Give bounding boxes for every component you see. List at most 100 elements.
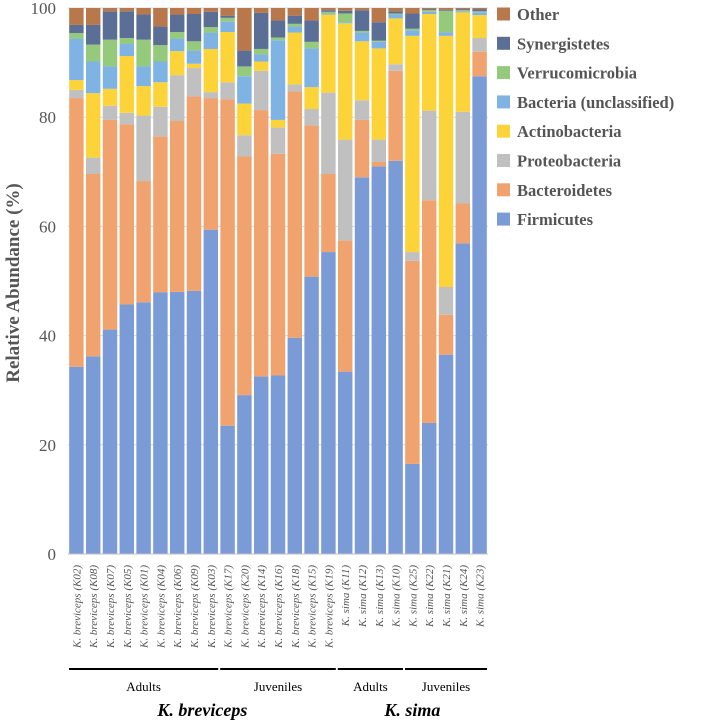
x-tick-label: K. sima (K21) — [441, 565, 453, 628]
bar-segment-bacteroidetes — [119, 124, 135, 305]
bar-segment-bacteroidetes — [405, 260, 420, 464]
x-tick-label: K. breviceps (K20) — [239, 565, 251, 649]
legend-swatch — [497, 66, 510, 80]
bar-segment-other — [455, 8, 471, 10]
bar-segment-proteobacteria — [405, 252, 420, 261]
legend-label: Bacteria (unclassified) — [517, 93, 674, 112]
bar-segment-firmicutes — [153, 292, 168, 554]
bar-segment-proteobacteria — [321, 92, 336, 174]
bar-segment-bacteria-unclassified — [136, 66, 151, 87]
bar-segment-synergistetes — [169, 14, 185, 33]
legend-swatch — [497, 36, 510, 50]
bar-segment-actinobacteria — [69, 80, 84, 90]
y-tick-label: 60 — [39, 217, 56, 236]
bar-segment-proteobacteria — [169, 75, 185, 122]
x-tick-label: K. sima (K25) — [407, 565, 419, 628]
bar-segment-bacteria-unclassified — [371, 41, 387, 49]
x-tick-label: K. breviceps (K06) — [172, 565, 184, 649]
bar-segment-other — [405, 8, 420, 14]
bar-segment-bacteroidetes — [136, 181, 151, 303]
bar-segment-bacteroidetes — [371, 161, 387, 167]
bar-segment-verrucomicrobia — [69, 33, 84, 39]
bar-segment-bacteria-unclassified — [304, 48, 319, 88]
bar-segment-synergistetes — [287, 15, 303, 24]
bar-segment-actinobacteria — [102, 88, 118, 106]
bar-segment-synergistetes — [220, 15, 235, 18]
bar-segment-actinobacteria — [85, 93, 101, 158]
bar-segment-proteobacteria — [220, 82, 235, 100]
bar-segment-bacteria-unclassified — [455, 11, 471, 13]
bar-segment-synergistetes — [472, 9, 487, 12]
bar-segment-synergistetes — [438, 9, 454, 11]
bar-segment-other — [136, 8, 151, 15]
bar-segment-other — [438, 8, 454, 10]
bar-segment-proteobacteria — [455, 111, 471, 204]
bar-segment-firmicutes — [455, 243, 471, 555]
bar-segment-bacteria-unclassified — [102, 66, 118, 89]
bar-segment-synergistetes — [304, 20, 319, 42]
bar-segment-actinobacteria — [304, 87, 319, 110]
bar-segment-firmicutes — [237, 395, 252, 554]
bar-segment-actinobacteria — [136, 86, 151, 116]
bar-segment-actinobacteria — [371, 48, 387, 140]
bar-segment-verrucomicrobia — [253, 48, 269, 55]
bar-segment-verrucomicrobia — [455, 10, 471, 12]
bar-segment-synergistetes — [69, 24, 84, 34]
legend-label: Synergistetes — [517, 34, 610, 53]
bar-segment-proteobacteria — [270, 127, 286, 154]
bar-segment-firmicutes — [169, 291, 185, 554]
bar-segment-firmicutes — [337, 371, 353, 554]
x-tick-labels: K. breviceps (K02) K. breviceps (K08) K. b… — [71, 565, 486, 649]
bar-segment-proteobacteria — [388, 64, 403, 71]
bar-segment-synergistetes — [102, 11, 118, 40]
bars — [69, 8, 487, 555]
legend-label: Bacteroidetes — [517, 181, 613, 200]
bar-segment-bacteroidetes — [287, 91, 303, 338]
x-tick-label: K. breviceps (K19) — [323, 565, 335, 649]
bar-segment-synergistetes — [186, 14, 202, 42]
bar-segment-bacteroidetes — [455, 203, 471, 244]
bar-segment-verrucomicrobia — [304, 41, 319, 49]
species-label: K. breviceps — [156, 700, 247, 720]
bar-segment-bacteroidetes — [270, 153, 286, 376]
bar-segment-bacteria-unclassified — [270, 40, 286, 120]
species-label: K. sima — [383, 700, 440, 720]
bar-segment-actinobacteria — [455, 12, 471, 112]
bar-segment-bacteria-unclassified — [119, 44, 135, 57]
bar-segment-firmicutes — [421, 422, 437, 554]
legend-label: Verrucomicrobia — [517, 64, 637, 83]
bar-segment-verrucomicrobia — [220, 17, 235, 22]
bar-segment-synergistetes — [136, 14, 151, 40]
bar-segment-bacteria-unclassified — [472, 12, 487, 16]
bar-segment-proteobacteria — [354, 100, 370, 120]
bar-segment-synergistetes — [270, 20, 286, 38]
bar-segment-actinobacteria — [421, 14, 437, 111]
legend-swatch — [497, 7, 510, 21]
x-tick-label: K. breviceps (K09) — [189, 565, 201, 649]
legend-label: Proteobacteria — [517, 152, 621, 171]
bar-segment-proteobacteria — [85, 157, 101, 174]
bar-segment-synergistetes — [237, 50, 252, 67]
bar-segment-verrucomicrobia — [388, 13, 403, 15]
bar-segment-other — [220, 8, 235, 16]
bar-segment-actinobacteria — [287, 32, 303, 85]
bar-segment-verrucomicrobia — [102, 39, 118, 67]
bar-segment-actinobacteria — [237, 103, 252, 136]
bar-segment-firmicutes — [136, 302, 151, 554]
bar-segment-verrucomicrobia — [337, 13, 353, 23]
bar-segment-proteobacteria — [421, 110, 437, 201]
bar-segment-actinobacteria — [203, 48, 219, 93]
bar-segment-bacteria-unclassified — [203, 32, 219, 49]
group-label: Juveniles — [422, 679, 470, 694]
legend: Other Synergistetes Verrucomicrobia Bacteri… — [497, 5, 674, 229]
bar-segment-verrucomicrobia — [371, 40, 387, 42]
y-tick-label: 80 — [39, 108, 56, 127]
bar-segment-synergistetes — [354, 10, 370, 31]
bar-segment-actinobacteria — [438, 35, 454, 288]
bar-segment-verrucomicrobia — [136, 39, 151, 67]
bar-segment-bacteroidetes — [169, 121, 185, 292]
y-tick-label: 100 — [31, 0, 57, 18]
bar-segment-bacteroidetes — [354, 119, 370, 178]
bar-segment-other — [169, 8, 185, 15]
bar-segment-synergistetes — [405, 13, 420, 29]
